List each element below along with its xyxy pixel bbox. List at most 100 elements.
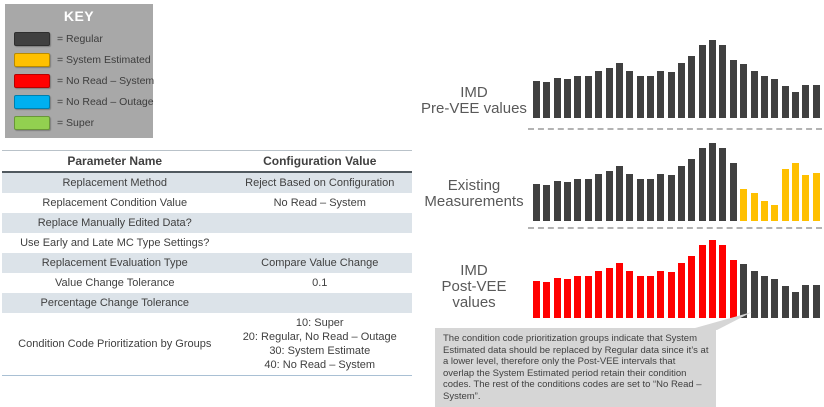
- color-swatch: [14, 73, 50, 88]
- bar: [750, 71, 758, 118]
- bar: [605, 268, 613, 318]
- key-item-label: = No Read – Outage: [57, 95, 154, 108]
- bar: [646, 179, 654, 221]
- table-row: Replacement Condition Value No Read – Sys…: [2, 193, 412, 213]
- bar: [698, 45, 706, 118]
- bar: [740, 264, 748, 318]
- bar: [719, 245, 727, 318]
- bar: [533, 81, 540, 118]
- bar: [657, 271, 665, 318]
- key-item: = System Estimated: [14, 52, 153, 67]
- bar: [678, 63, 686, 118]
- bar: [719, 148, 727, 221]
- bar: [657, 174, 665, 221]
- bar: [667, 175, 675, 221]
- bar: [802, 285, 810, 318]
- bar: [667, 272, 675, 318]
- table-row: Percentage Change Tolerance: [2, 293, 412, 313]
- bar: [646, 276, 654, 318]
- table-row: Replace Manually Edited Data?: [2, 213, 412, 233]
- pre-vee-chart-label: IMD Pre-VEE values: [421, 84, 527, 117]
- configuration-value-cell: 10: Super 20: Regular, No Read – Outage …: [242, 317, 397, 371]
- parameter-name-cell: Replacement Condition Value: [42, 197, 188, 209]
- bar: [584, 276, 592, 318]
- bar: [626, 271, 634, 318]
- table-row: Condition Code Prioritization by Groups 1…: [2, 313, 412, 376]
- table-row: Use Early and Late MC Type Settings?: [2, 233, 412, 253]
- bar: [574, 276, 582, 318]
- parameter-table: Parameter Name Configuration Value Repla…: [2, 150, 412, 376]
- parameter-name-cell: Condition Code Prioritization by Groups: [18, 338, 212, 350]
- bar: [802, 175, 810, 221]
- existing-measurements-chart-label: Existing Measurements: [424, 177, 524, 210]
- bar: [771, 279, 779, 318]
- configuration-value-cell: Reject Based on Configuration: [245, 177, 395, 189]
- key-item: = No Read – System: [14, 73, 155, 88]
- bar: [678, 166, 686, 221]
- bar: [615, 166, 623, 221]
- bar: [729, 60, 737, 118]
- bar: [564, 279, 572, 318]
- key-item: = No Read – Outage: [14, 94, 154, 109]
- bar: [667, 72, 675, 118]
- key-item-label: = No Read – System: [57, 74, 155, 87]
- color-swatch: [14, 31, 50, 46]
- bar: [791, 92, 799, 118]
- table-row: Value Change Tolerance 0.1: [2, 273, 412, 293]
- bar: [543, 185, 551, 221]
- bar: [626, 71, 634, 118]
- bar: [564, 79, 572, 118]
- configuration-value-cell: No Read – System: [273, 197, 366, 209]
- bar: [574, 179, 582, 221]
- key-item: = Regular: [14, 31, 153, 46]
- configuration-value-cell: [228, 233, 413, 253]
- color-swatch: [14, 115, 50, 130]
- bar: [812, 85, 820, 118]
- bar: [636, 276, 644, 318]
- bar: [771, 79, 779, 118]
- bar: [771, 205, 779, 221]
- bar: [698, 245, 706, 318]
- bar: [729, 163, 737, 221]
- bar: [564, 182, 572, 221]
- bar: [574, 76, 582, 118]
- bar: [760, 201, 768, 221]
- bar: [781, 86, 789, 118]
- bar: [533, 281, 540, 318]
- parameter-name-header: Parameter Name: [2, 150, 228, 173]
- bar: [605, 171, 613, 221]
- bar: [688, 256, 696, 318]
- key-items: = Regular = System Estimated = No Read – S…: [5, 31, 155, 130]
- bar: [719, 45, 727, 118]
- bar: [760, 76, 768, 118]
- bar: [543, 282, 551, 318]
- configuration-value-cell: 0.1: [312, 277, 328, 289]
- bar: [729, 260, 737, 318]
- bar: [657, 71, 665, 118]
- bar: [740, 189, 748, 221]
- bar: [605, 68, 613, 118]
- key-title: KEY: [63, 8, 95, 24]
- bar: [595, 271, 603, 318]
- key-item: = Super: [14, 115, 153, 130]
- bar: [750, 193, 758, 221]
- bar: [584, 179, 592, 221]
- bar: [626, 174, 634, 221]
- parameter-name-cell: Replace Manually Edited Data?: [37, 217, 192, 229]
- parameter-name-cell: Replacement Evaluation Type: [41, 257, 188, 269]
- bar: [553, 78, 561, 118]
- key-item-label: = Regular: [57, 32, 103, 45]
- configuration-value-cell: [228, 213, 413, 233]
- color-swatch: [14, 52, 50, 67]
- table-row: Replacement Evaluation Type Compare Value…: [2, 253, 412, 273]
- bar: [615, 263, 623, 318]
- parameter-name-cell: Percentage Change Tolerance: [40, 297, 189, 309]
- color-swatch: [14, 94, 50, 109]
- key-item-label: = Super: [57, 116, 95, 129]
- bar: [553, 278, 561, 318]
- configuration-value-header: Configuration Value: [227, 150, 412, 173]
- bar: [791, 292, 799, 318]
- bar: [740, 64, 748, 118]
- callout-pointer: [688, 312, 752, 330]
